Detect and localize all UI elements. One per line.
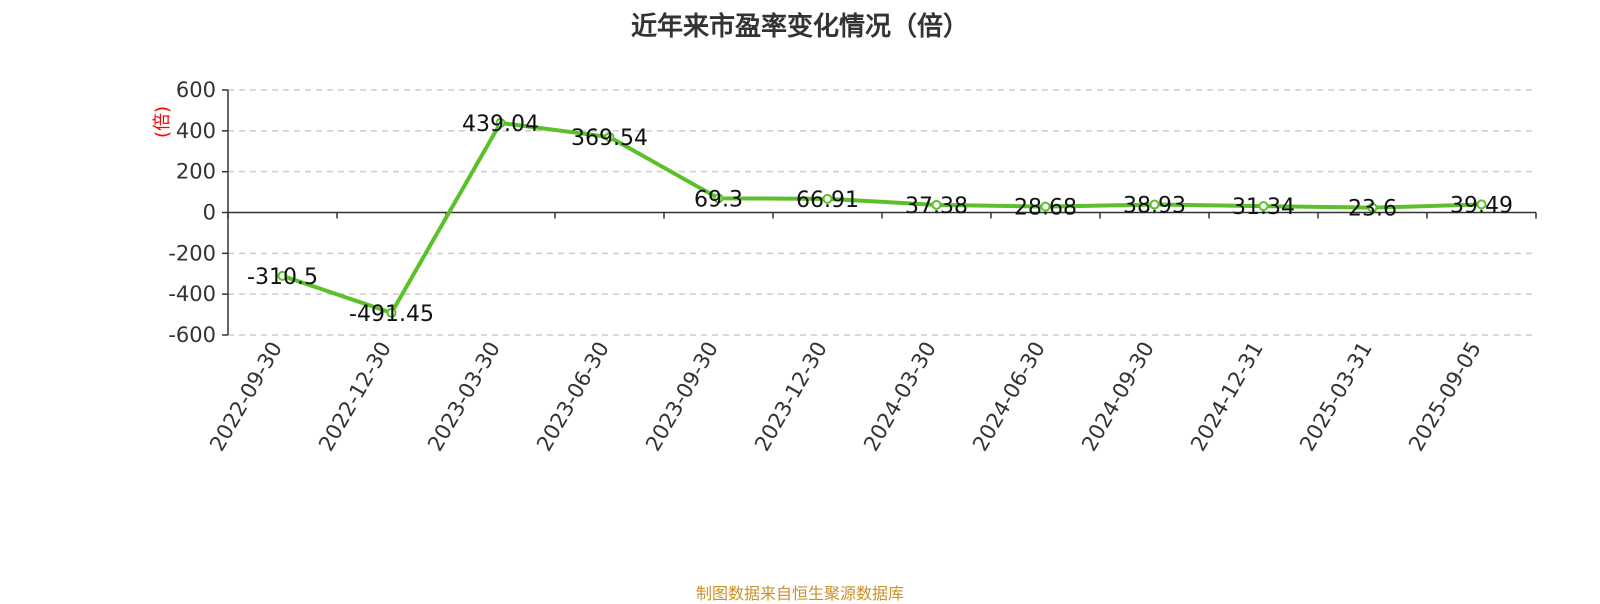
data-label: 369.54	[571, 126, 648, 151]
data-point	[495, 117, 506, 128]
x-tick-label: 2023-12-30	[750, 338, 832, 456]
y-axis-unit-label: (倍)	[152, 106, 173, 138]
x-tick-label: 2023-06-30	[532, 338, 614, 456]
data-source-note: 制图数据来自恒生聚源数据库	[695, 584, 904, 603]
data-point	[1258, 201, 1269, 212]
data-point	[931, 199, 942, 210]
x-tick-label: 2024-06-30	[968, 338, 1050, 456]
data-point	[713, 193, 724, 204]
data-label: 23.6	[1348, 197, 1397, 222]
x-tick-label: 2025-03-31	[1295, 338, 1377, 456]
y-tick-label: 200	[176, 160, 216, 184]
data-label: -491.45	[349, 302, 434, 327]
x-tick-label: 2024-12-31	[1186, 338, 1268, 456]
data-label: 31.34	[1232, 195, 1295, 220]
data-point	[386, 307, 397, 318]
x-tick-label: 2025-09-05	[1404, 338, 1486, 456]
data-point	[1040, 201, 1051, 212]
x-tick-label: 2024-03-30	[859, 338, 941, 456]
data-label: 39.49	[1450, 193, 1513, 218]
data-label: 66.91	[796, 188, 859, 213]
data-point	[1476, 199, 1487, 210]
series-line-path	[281, 120, 1482, 315]
x-tick-label: 2022-12-30	[314, 338, 396, 456]
data-point	[604, 132, 615, 143]
data-label: -310.5	[247, 265, 318, 290]
data-label: 69.3	[694, 187, 743, 212]
grid-lines	[228, 89, 1536, 336]
y-tick-label: 0	[203, 201, 216, 225]
data-point	[1149, 199, 1160, 210]
y-tick-label: -400	[168, 282, 216, 306]
x-tick-label: 2023-03-30	[423, 338, 505, 456]
data-label: 439.04	[462, 112, 539, 137]
series-line	[277, 117, 1487, 318]
data-point	[1367, 202, 1378, 213]
y-tick-label: -200	[168, 241, 216, 265]
y-tick-label: -600	[168, 323, 216, 347]
x-tick-label: 2024-09-30	[1077, 338, 1159, 456]
data-labels: -310.5 -491.45 439.04 369.54 69.3 66.91 37.38 2…	[247, 112, 1513, 327]
x-tick-label: 2023-09-30	[641, 338, 723, 456]
data-label: 37.38	[905, 194, 968, 219]
data-point	[277, 270, 288, 281]
data-label: 28.68	[1014, 196, 1077, 221]
x-tick-label: 2022-09-30	[205, 338, 287, 456]
data-label: 38.93	[1123, 194, 1186, 219]
y-tick-label: 400	[176, 119, 216, 143]
chart-title: 近年来市盈率变化情况（倍）	[630, 12, 969, 42]
data-point	[822, 193, 833, 204]
y-tick-label: 600	[176, 78, 216, 102]
